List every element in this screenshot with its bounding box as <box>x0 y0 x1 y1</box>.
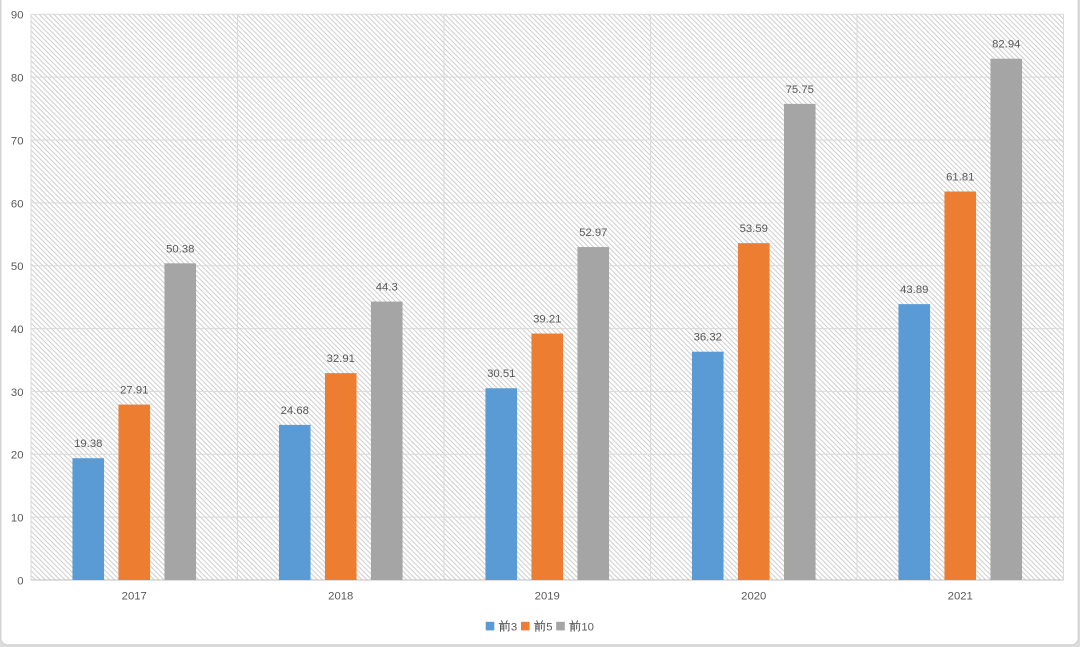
svg-text:53.59: 53.59 <box>740 223 768 235</box>
svg-text:10: 10 <box>581 621 594 633</box>
svg-text:36.32: 36.32 <box>694 332 722 344</box>
svg-text:80: 80 <box>11 73 24 85</box>
svg-text:43.89: 43.89 <box>900 284 928 296</box>
svg-text:82.94: 82.94 <box>992 39 1020 51</box>
svg-text:60: 60 <box>11 198 24 210</box>
svg-text:19.38: 19.38 <box>74 438 102 450</box>
svg-text:52.97: 52.97 <box>579 227 607 239</box>
svg-text:39.21: 39.21 <box>533 314 561 326</box>
svg-text:50: 50 <box>11 261 24 273</box>
svg-text:40: 40 <box>11 324 24 336</box>
svg-text:2019: 2019 <box>535 590 560 602</box>
svg-text:3: 3 <box>511 621 517 633</box>
svg-text:2020: 2020 <box>741 590 766 602</box>
svg-text:30: 30 <box>11 387 24 399</box>
svg-text:10: 10 <box>11 513 24 525</box>
svg-text:32.91: 32.91 <box>327 353 355 365</box>
svg-text:2021: 2021 <box>948 590 973 602</box>
svg-text:44.3: 44.3 <box>376 282 398 294</box>
svg-text:2017: 2017 <box>122 590 147 602</box>
svg-text:24.68: 24.68 <box>281 405 309 417</box>
svg-text:90: 90 <box>11 10 24 22</box>
svg-text:70: 70 <box>11 135 24 147</box>
svg-text:5: 5 <box>546 621 552 633</box>
svg-text:61.81: 61.81 <box>946 171 974 183</box>
svg-text:30.51: 30.51 <box>487 368 515 380</box>
svg-text:2018: 2018 <box>328 590 353 602</box>
svg-text:75.75: 75.75 <box>786 84 814 96</box>
svg-text:50.38: 50.38 <box>166 243 194 255</box>
svg-text:0: 0 <box>17 575 23 587</box>
svg-text:27.91: 27.91 <box>120 385 148 397</box>
svg-text:20: 20 <box>11 450 24 462</box>
